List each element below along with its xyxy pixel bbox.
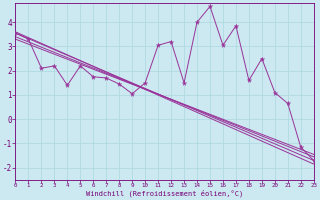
X-axis label: Windchill (Refroidissement éolien,°C): Windchill (Refroidissement éolien,°C) (86, 190, 243, 197)
